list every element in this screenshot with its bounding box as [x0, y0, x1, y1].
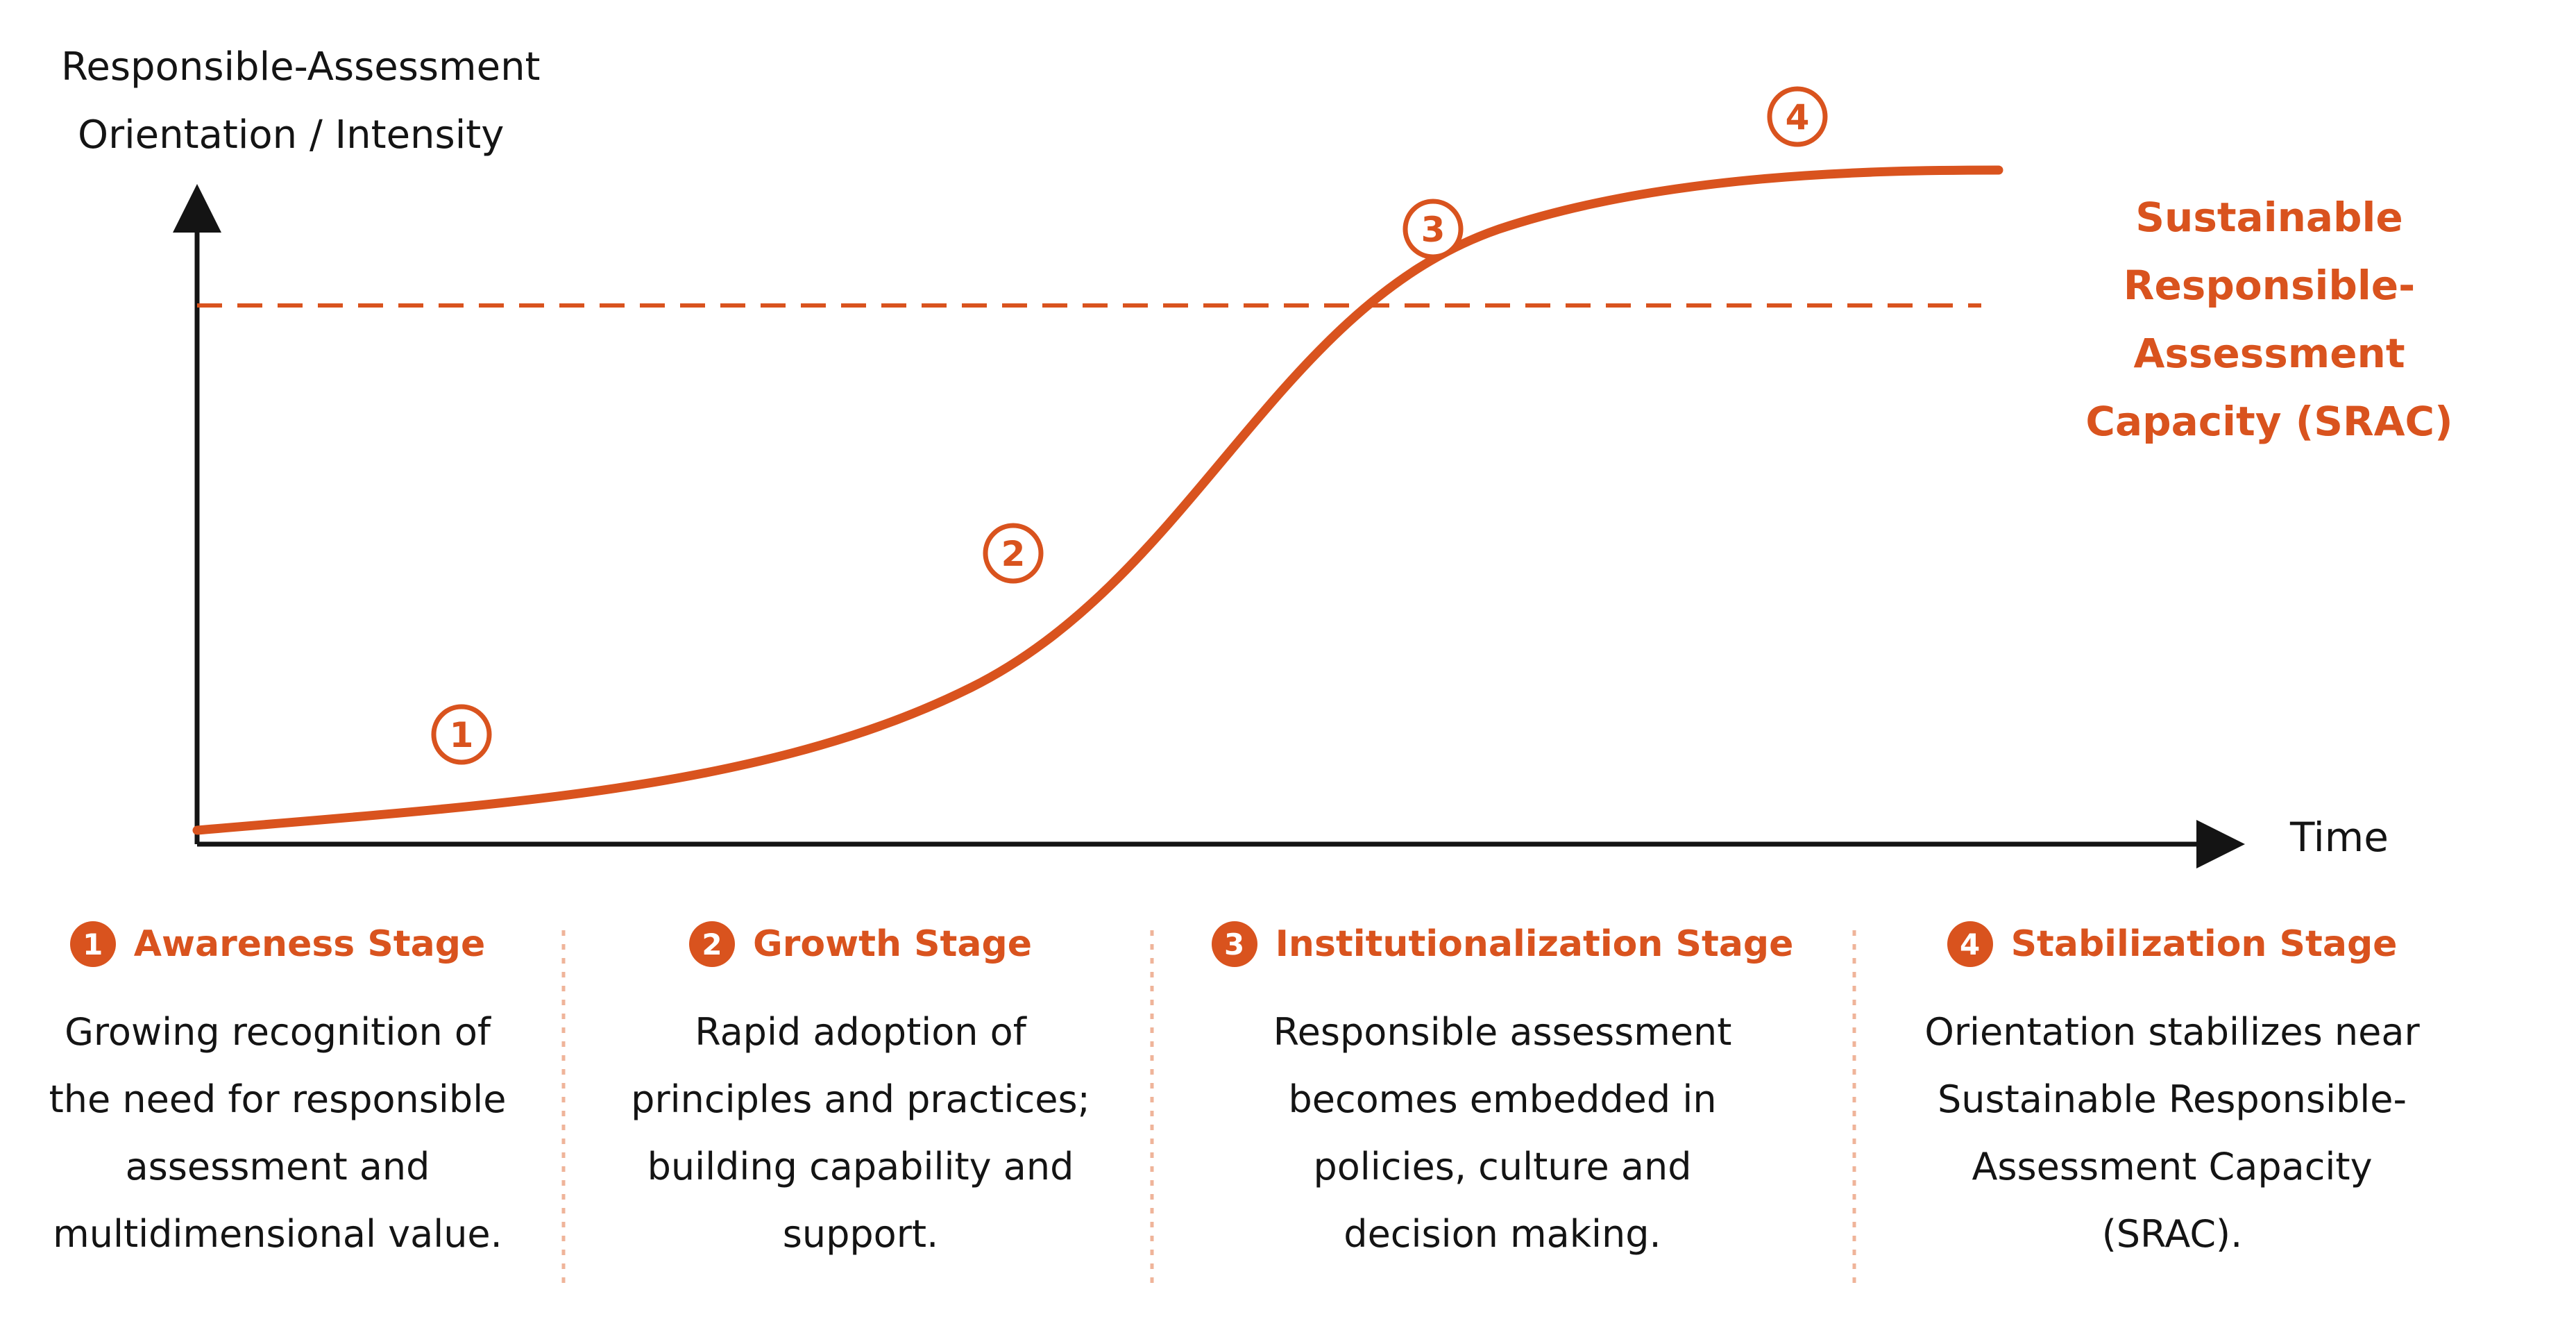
stage-description-line: (SRAC). [2101, 1212, 2243, 1256]
stage-description-line: support. [782, 1212, 939, 1256]
stage-stabilization-header: 4 Stabilization Stage [1867, 916, 2477, 972]
x-axis-label: Time [2290, 814, 2389, 861]
srac-label-line-1: Sustainable [2135, 194, 2403, 241]
stage-description-line: policies, culture and [1313, 1145, 1692, 1188]
stage-description-line: multidimensional value. [53, 1212, 502, 1256]
stage-description-line: assessment and [125, 1145, 430, 1188]
curve-marker-3: 3 [1403, 199, 1464, 260]
stage-description-line: the need for responsible [49, 1077, 507, 1121]
stage-description-line: principles and practices; [631, 1077, 1090, 1121]
stage-description: Orientation stabilizes near Sustainable … [1867, 998, 2477, 1268]
stage-title: Awareness Stage [133, 923, 486, 965]
stage-institutionalization-header: 3 Institutionalization Stage [1173, 916, 1832, 972]
stage-number-badge: 2 [689, 921, 736, 967]
curve-marker-4: 4 [1767, 86, 1828, 147]
stage-description-line: Sustainable Responsible- [1937, 1077, 2407, 1121]
curve-marker-1-number: 1 [450, 715, 474, 755]
stage-description: Growing recognition of the need for resp… [0, 998, 569, 1268]
y-axis-label: Responsible-Assessment Orientation / Int… [61, 33, 616, 169]
stage-awareness: 1 Awareness Stage Growing recognition of… [0, 916, 569, 1268]
stage-description-line: Assessment Capacity [1972, 1145, 2373, 1188]
curve-marker-1: 1 [431, 704, 492, 765]
stage-growth: 2 Growth Stage Rapid adoption of princip… [569, 916, 1152, 1268]
srac-label: Sustainable Responsible-Assessment Capac… [1999, 183, 2540, 455]
stage-number-badge: 1 [69, 921, 116, 967]
curve-marker-2: 2 [983, 523, 1044, 584]
stage-description-line: becomes embedded in [1288, 1077, 1717, 1121]
y-axis-label-line-1: Responsible-Assessment [61, 44, 541, 90]
curve-marker-4-number: 4 [1786, 97, 1810, 137]
curve-marker-2-number: 2 [1001, 534, 1026, 574]
stage-stabilization: 4 Stabilization Stage Orientation stabil… [1867, 916, 2477, 1268]
stage-title: Institutionalization Stage [1275, 923, 1794, 965]
srac-label-line-2: Responsible-Assessment [2123, 262, 2416, 377]
stage-number-badge: 3 [1211, 921, 1257, 967]
stage-description-line: Responsible assessment [1273, 1010, 1732, 1054]
srac-label-line-3: Capacity (SRAC) [2085, 398, 2453, 445]
growth-curve [192, 165, 2003, 835]
stage-growth-header: 2 Growth Stage [569, 916, 1152, 972]
y-axis-label-line-2: Orientation / Intensity [78, 112, 505, 158]
stage-description-line: Orientation stabilizes near [1924, 1010, 2420, 1054]
stage-number-badge: 4 [1947, 921, 1993, 967]
stage-title: Stabilization Stage [2010, 923, 2398, 965]
stage-description-line: building capability and [647, 1145, 1074, 1188]
stage-description: Rapid adoption of principles and practic… [569, 998, 1152, 1268]
curve-marker-3-number: 3 [1421, 210, 1446, 250]
stage-description: Responsible assessment becomes embedded … [1173, 998, 1832, 1268]
stage-institutionalization: 3 Institutionalization Stage Responsible… [1173, 916, 1832, 1268]
stage-description-line: Rapid adoption of [695, 1010, 1026, 1054]
stage-description-line: Growing recognition of [65, 1010, 491, 1054]
stage-title: Growth Stage [753, 923, 1032, 965]
stage-awareness-header: 1 Awareness Stage [0, 916, 569, 972]
stage-description-line: decision making. [1344, 1212, 1661, 1256]
